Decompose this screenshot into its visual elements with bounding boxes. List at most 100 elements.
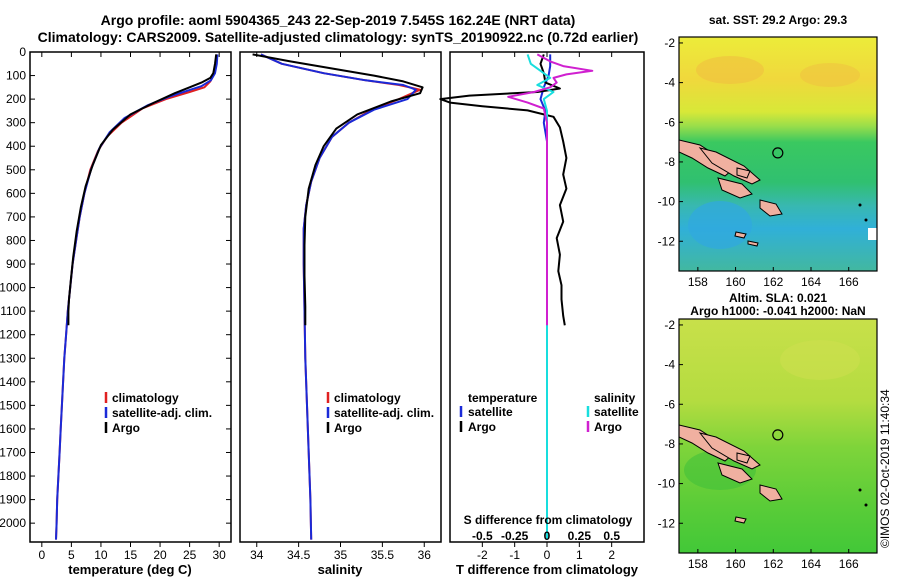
sst-map-frame — [678, 36, 878, 272]
x-tick-label: 30 — [212, 548, 226, 562]
map-x-tick-label: 158 — [688, 557, 708, 571]
sst-map-title: sat. SST: 29.2 Argo: 29.3 — [709, 13, 848, 27]
difference-legend: temperature satellite Argo salinity sate… — [459, 391, 639, 434]
sla-x-ticks: 158 160 162 164 166 — [688, 549, 859, 571]
map-x-tick-label: 160 — [726, 557, 746, 571]
map-y-tick-label: -8 — [664, 155, 675, 169]
difference-series — [439, 53, 594, 540]
sst-y-ticks: -2 -4 -6 -8 -10 -12 — [658, 36, 683, 248]
sst-warm-patch — [696, 56, 764, 84]
sst-x-ticks: 158 160 162 164 166 — [688, 267, 859, 289]
map-y-tick-label: -6 — [664, 397, 675, 411]
series-line-s-argo — [507, 53, 594, 326]
land-islands — [679, 139, 868, 247]
depth-tick-label: 1300 — [0, 351, 26, 365]
legend-salinity-title: salinity — [594, 391, 636, 405]
sst-missing-cell — [868, 228, 877, 240]
island — [736, 167, 751, 179]
x-tick-label: 1 — [576, 548, 583, 562]
legend-s-satellite: satellite — [594, 405, 639, 419]
x-tick-label: 5 — [68, 548, 75, 562]
temperature-axes-frame — [29, 51, 232, 543]
islet — [858, 203, 862, 207]
s-diff-tick-label: 0.25 — [568, 529, 592, 543]
island — [736, 452, 751, 464]
depth-tick-label: 300 — [6, 116, 26, 130]
sla-heatmap — [679, 319, 877, 553]
island — [759, 484, 783, 502]
sla-y-ticks: -2 -4 -6 -8 -10 -12 — [658, 318, 683, 530]
copyright-stamp: ©IMOS 02-Oct-2019 11:40:34 — [878, 389, 892, 548]
x-tick-label: 0 — [544, 548, 551, 562]
legend-climatology: climatology — [334, 391, 401, 405]
depth-tick-label: 1100 — [0, 304, 26, 318]
x-tick-label: 2 — [608, 548, 615, 562]
salinity-xlabel: salinity — [318, 562, 364, 577]
sla-map-panel: Altim. SLA: 0.021 Argo h1000: -0.041 h20… — [658, 291, 878, 571]
depth-tick-label: 500 — [6, 163, 26, 177]
map-x-tick-label: 160 — [726, 275, 746, 289]
depth-tick-label: 1500 — [0, 398, 26, 412]
x-tick-label: -1 — [509, 548, 520, 562]
salinity-series — [252, 53, 424, 540]
depth-tick-label: 1600 — [0, 422, 26, 436]
s-diff-tick-label: -0.25 — [501, 529, 529, 543]
difference-panel: -2 -1 0 1 2 -0.5 -0.25 0 0.25 0.5 T difference f… — [439, 51, 645, 577]
temperature-x-ticks: 0 5 10 15 20 25 30 — [38, 52, 226, 562]
sla-map-subtitle: Argo h1000: -0.041 h2000: NaN — [690, 304, 865, 318]
x-tick-label: 35.5 — [371, 548, 395, 562]
salinity-legend: climatology satellite-adj. clim. Argo — [326, 391, 434, 435]
legend-t-satellite: satellite — [468, 405, 513, 419]
depth-tick-label: 1900 — [0, 493, 26, 507]
x-tick-label: 0 — [38, 548, 45, 562]
land-islands — [679, 424, 868, 524]
s-diff-tick-label: 0.5 — [603, 529, 620, 543]
islet — [864, 503, 868, 507]
depth-tick-label: 1000 — [0, 281, 26, 295]
x-tick-label: -2 — [477, 548, 488, 562]
argo-location-marker — [772, 429, 784, 441]
series-line-argo — [252, 53, 424, 326]
map-x-tick-label: 166 — [839, 557, 859, 571]
depth-tick-label: 2000 — [0, 516, 26, 530]
depth-tick-label: 700 — [6, 210, 26, 224]
map-x-tick-label: 164 — [801, 275, 821, 289]
series-line-t-argo — [439, 54, 568, 326]
map-x-tick-label: 162 — [763, 557, 783, 571]
island — [717, 462, 753, 484]
figure-title-line2: Climatology: CARS2009. Satellite-adjuste… — [37, 29, 639, 45]
sla-map-title: Altim. SLA: 0.021 — [729, 291, 827, 305]
depth-tick-label: 1200 — [0, 328, 26, 342]
island — [717, 177, 753, 199]
map-y-tick-label: -10 — [658, 477, 676, 491]
s-diff-tick-label: -0.5 — [472, 529, 493, 543]
s-difference-label: S difference from climatology — [464, 513, 633, 527]
x-tick-label: 36 — [418, 548, 432, 562]
map-y-tick-label: -4 — [664, 358, 675, 372]
map-y-tick-label: -6 — [664, 115, 675, 129]
depth-tick-label: 600 — [6, 186, 26, 200]
island — [759, 199, 783, 217]
salinity-axes-frame — [239, 51, 442, 543]
depth-tick-label: 1400 — [0, 375, 26, 389]
sla-high-patch — [780, 340, 860, 380]
sst-map-panel: sat. SST: 29.2 Argo: 29.3 158 160 162 164 16… — [658, 13, 878, 289]
map-x-tick-label: 164 — [801, 557, 821, 571]
map-x-tick-label: 162 — [763, 275, 783, 289]
legend-satellite-adj: satellite-adj. clim. — [334, 406, 434, 420]
x-tick-label: 34.5 — [287, 548, 311, 562]
temperature-panel: 0 5 10 15 20 25 30 010020030040050060070080090… — [0, 45, 644, 577]
depth-tick-label: 400 — [6, 139, 26, 153]
map-y-tick-label: -8 — [664, 437, 675, 451]
salinity-x-ticks: 34 34.5 35 35.5 36 — [250, 52, 431, 562]
map-x-tick-label: 158 — [688, 275, 708, 289]
sla-map-frame — [678, 318, 878, 554]
island — [734, 516, 747, 524]
map-y-tick-label: -12 — [658, 234, 676, 248]
salinity-panel: 34 34.5 35 35.5 36 salinity climatology sate… — [239, 51, 442, 577]
legend-argo: Argo — [112, 421, 140, 435]
legend-t-argo: Argo — [468, 420, 496, 434]
map-y-tick-label: -2 — [664, 36, 675, 50]
legend-climatology: climatology — [112, 391, 179, 405]
